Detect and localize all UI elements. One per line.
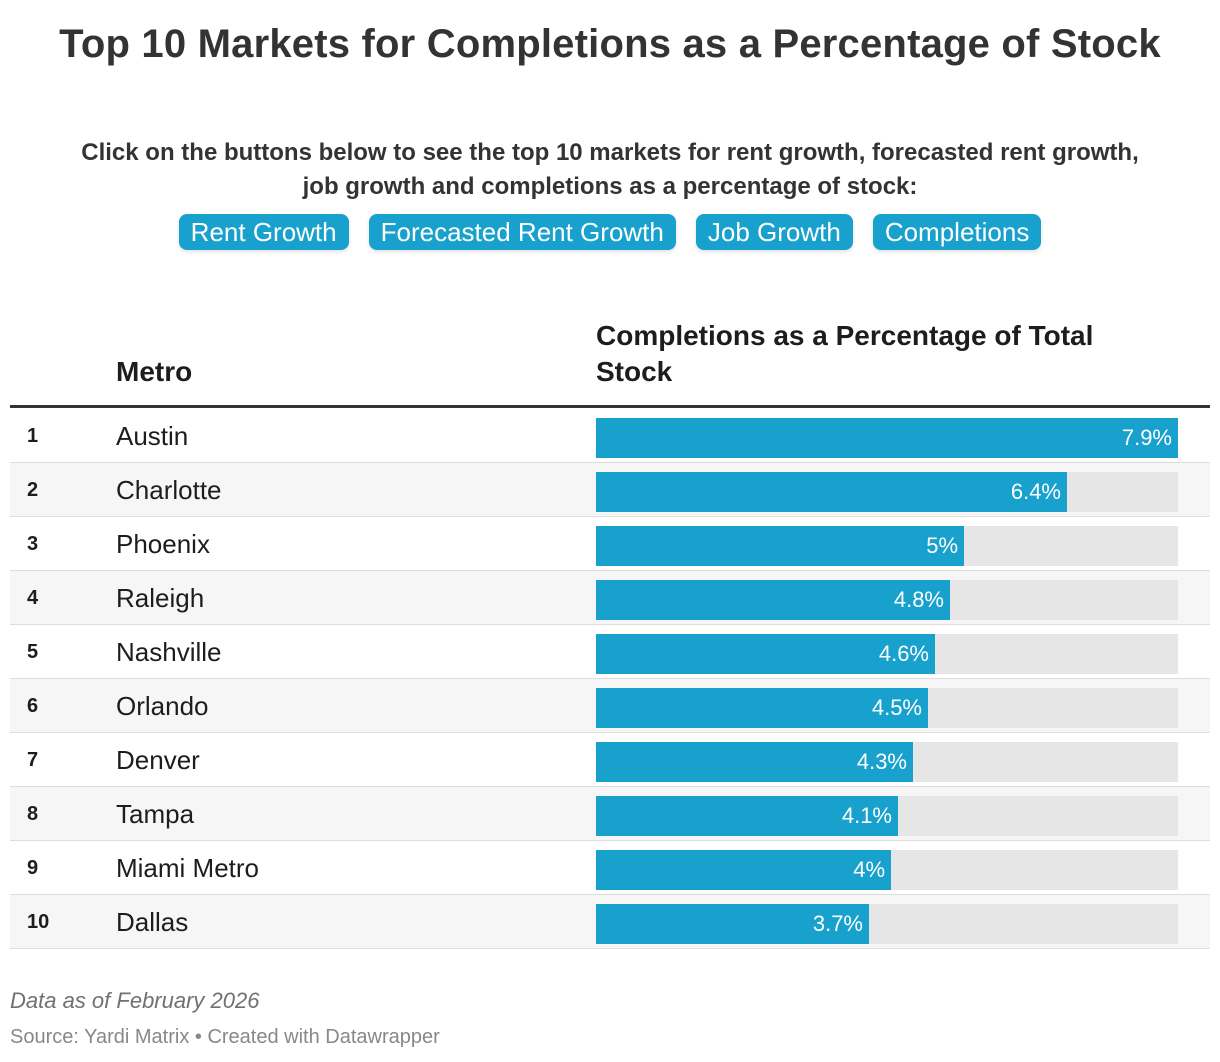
source-line: Source: Yardi Matrix • Created with Data…	[10, 1026, 440, 1048]
rank-label: 7	[27, 749, 39, 771]
value-column-header-line-2: Stock	[596, 356, 673, 387]
bar-value-label: 4.6%	[878, 641, 929, 666]
bar-value-label: 7.9%	[1121, 425, 1172, 450]
bar-value-label: 4.3%	[856, 749, 907, 774]
table-row: 7 Denver 4.3%	[10, 733, 1210, 787]
bar-track: 4.3%	[596, 742, 1178, 782]
bar-fill: 4.1%	[596, 796, 898, 836]
rank-label: 2	[27, 479, 39, 501]
metro-label: Charlotte	[116, 475, 222, 505]
bar-value-label: 4%	[853, 857, 885, 882]
metro-column-header: Metro	[116, 356, 193, 387]
bar-fill: 5%	[596, 526, 964, 566]
metro-label: Orlando	[116, 691, 209, 721]
table-row: 5 Nashville 4.6%	[10, 625, 1210, 679]
table-row: 4 Raleigh 4.8%	[10, 571, 1210, 625]
value-column-header-line-1: Completions as a Percentage of Total	[596, 320, 1094, 351]
forecasted-rent-growth-button[interactable]: Forecasted Rent Growth	[368, 214, 676, 250]
metro-label: Austin	[116, 421, 189, 451]
bar-value-label: 6.4%	[1010, 479, 1061, 504]
bar-value-label: 3.7%	[812, 911, 863, 936]
rank-label: 4	[27, 587, 39, 609]
table-row: 10 Dallas 3.7%	[10, 895, 1210, 949]
bar-fill: 3.7%	[596, 904, 869, 944]
job-growth-button[interactable]: Job Growth	[695, 214, 853, 250]
metro-label: Nashville	[116, 637, 222, 667]
data-note: Data as of February 2026	[10, 988, 260, 1013]
rank-label: 10	[27, 911, 50, 933]
bar-track: 5%	[596, 526, 1178, 566]
bar-fill: 4.3%	[596, 742, 913, 782]
table-row: 9 Miami Metro 4%	[10, 841, 1210, 895]
metro-label: Dallas	[116, 907, 189, 937]
bar-track: 4%	[596, 850, 1178, 890]
table-row: 3 Phoenix 5%	[10, 517, 1210, 571]
rank-label: 1	[27, 425, 39, 447]
bar-track: 4.1%	[596, 796, 1178, 836]
metric-buttons: Rent Growth Forecasted Rent Growth Job G…	[0, 214, 1220, 250]
rent-growth-button[interactable]: Rent Growth	[178, 214, 349, 250]
rank-label: 3	[27, 533, 39, 555]
bar-track: 3.7%	[596, 904, 1178, 944]
metro-label: Denver	[116, 745, 200, 775]
table-row: 2 Charlotte 6.4%	[10, 463, 1210, 517]
rank-label: 5	[27, 641, 39, 663]
bar-track: 4.5%	[596, 688, 1178, 728]
bar-fill: 6.4%	[596, 472, 1067, 512]
bar-fill: 4.8%	[596, 580, 950, 620]
metro-label: Raleigh	[116, 583, 205, 613]
bar-value-label: 5%	[926, 533, 958, 558]
rank-label: 6	[27, 695, 39, 717]
table-row: 1 Austin 7.9%	[10, 409, 1210, 463]
completions-button[interactable]: Completions	[872, 214, 1042, 250]
header-rule	[10, 405, 1210, 408]
bar-fill: 7.9%	[596, 418, 1178, 458]
bar-track: 4.8%	[596, 580, 1178, 620]
bar-value-label: 4.8%	[893, 587, 944, 612]
bar-fill: 4%	[596, 850, 891, 890]
intro-text: Click on the buttons below to see the to…	[0, 136, 1220, 204]
bar-fill: 4.5%	[596, 688, 928, 728]
bar-value-label: 4.1%	[841, 803, 892, 828]
intro-line-1: Click on the buttons below to see the to…	[81, 139, 1139, 166]
rank-label: 9	[27, 857, 39, 879]
chart-title: Top 10 Markets for Completions as a Perc…	[59, 22, 1161, 66]
rank-label: 8	[27, 803, 39, 825]
value-column-header: Completions as a Percentage of Total Sto…	[596, 318, 1093, 390]
table-row: 8 Tampa 4.1%	[10, 787, 1210, 841]
metro-label: Miami Metro	[116, 853, 260, 883]
bar-track: 6.4%	[596, 472, 1178, 512]
metro-label: Tampa	[116, 799, 195, 829]
metro-label: Phoenix	[116, 529, 210, 559]
bar-track: 7.9%	[596, 418, 1178, 458]
intro-line-2: job growth and completions as a percenta…	[302, 173, 918, 200]
bar-value-label: 4.5%	[871, 695, 922, 720]
bar-track: 4.6%	[596, 634, 1178, 674]
bar-fill: 4.6%	[596, 634, 935, 674]
table-row: 6 Orlando 4.5%	[10, 679, 1210, 733]
